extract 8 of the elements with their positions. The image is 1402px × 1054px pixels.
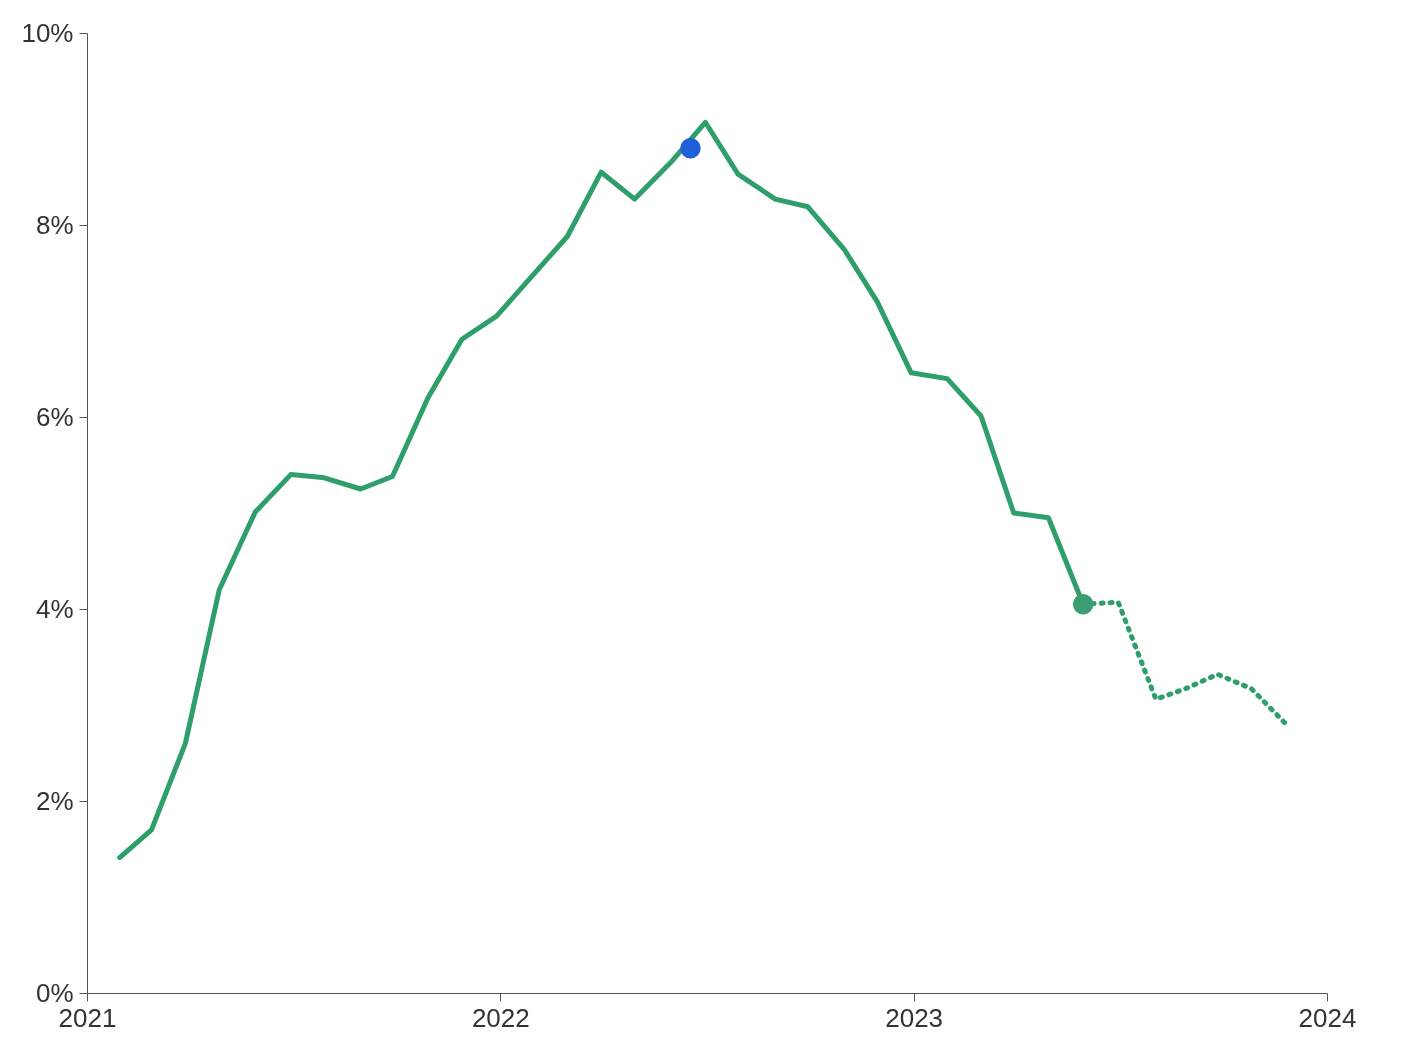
- y-tick-label: 8%: [35, 209, 74, 240]
- y-tick-label: 10%: [21, 17, 74, 48]
- x-tick-label: 2024: [1298, 1002, 1357, 1033]
- y-tick-label: 6%: [35, 401, 74, 432]
- x-tick-label: 2023: [885, 1002, 944, 1033]
- y-tick-label: 4%: [35, 593, 74, 624]
- y-tick-label: 2%: [35, 785, 74, 816]
- x-tick-label: 2022: [471, 1002, 530, 1033]
